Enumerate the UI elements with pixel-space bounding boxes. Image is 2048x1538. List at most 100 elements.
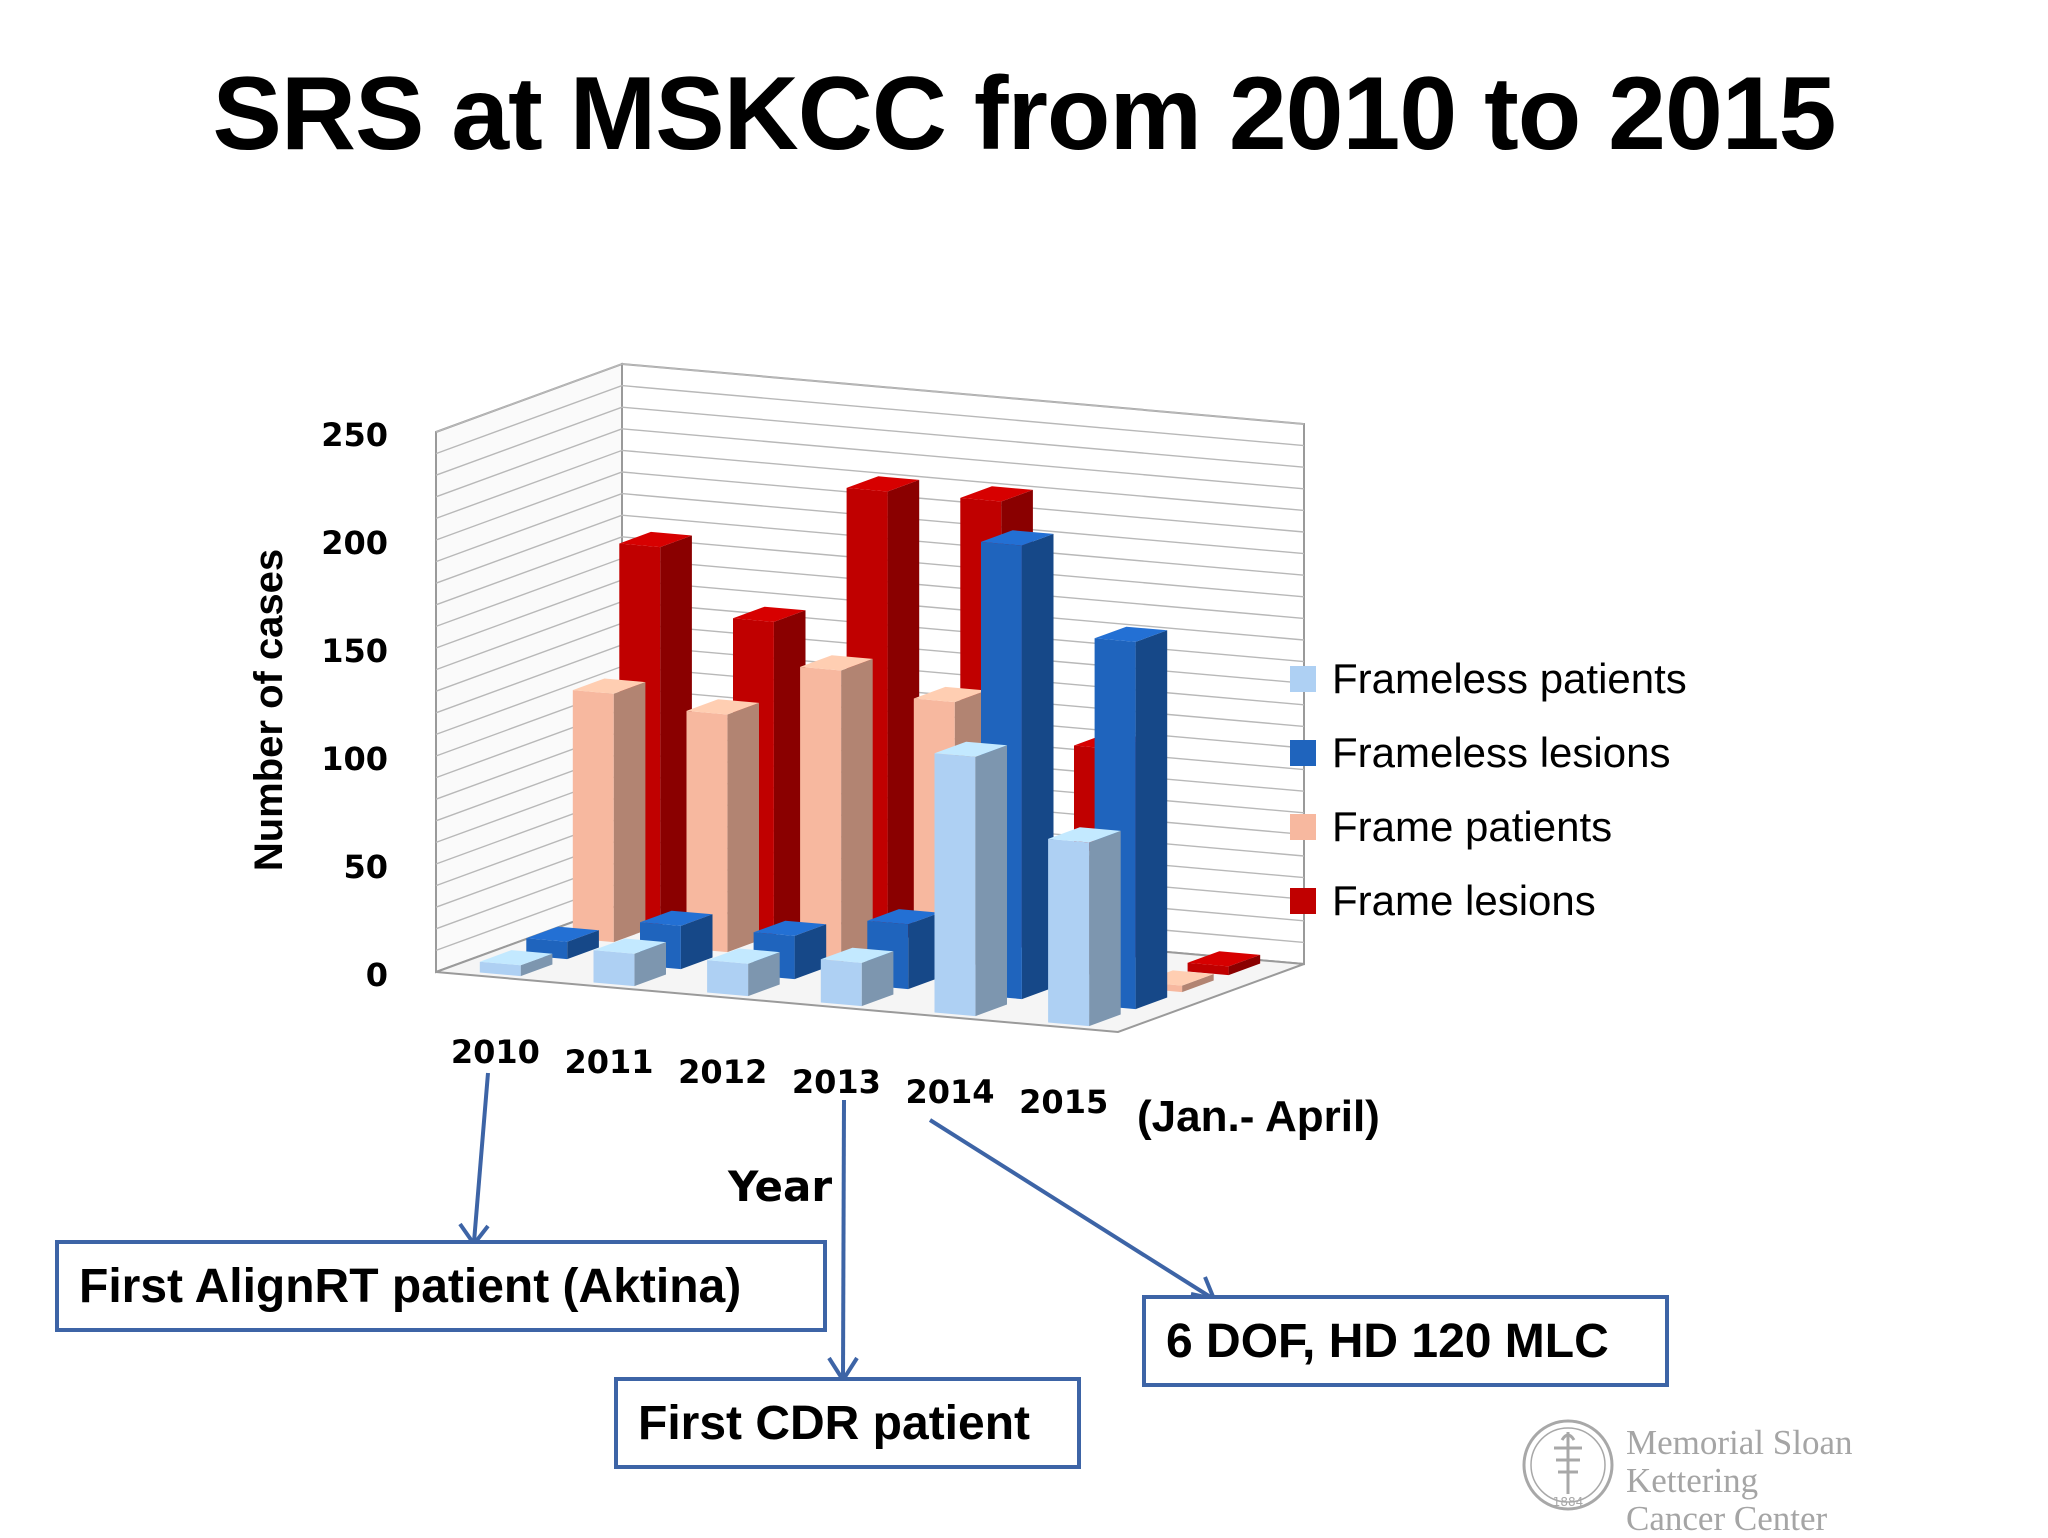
legend-label-frame-lesions: Frame lesions — [1332, 877, 1596, 924]
bar-side — [794, 924, 827, 980]
bar-front — [572, 690, 614, 943]
bar-top — [572, 678, 646, 694]
callout-first-alignrt: First AlignRT patient (Aktina) — [55, 1240, 827, 1332]
bar-top — [846, 476, 920, 492]
bar-side — [773, 610, 806, 936]
bar-top — [820, 947, 894, 963]
bar-top — [934, 741, 1007, 757]
chart-bars — [479, 476, 1261, 1027]
bar-top — [1187, 951, 1261, 967]
y-axis-ticks: 0 50 100 150 200 250 — [321, 416, 388, 994]
legend-swatch-frameless-lesions — [1290, 740, 1316, 766]
slide-title: SRS at MSKCC from 2010 to 2015 — [212, 56, 1837, 172]
logo-text: Memorial Sloan Kettering Cancer Center — [1626, 1424, 1988, 1538]
gridline — [435, 384, 1305, 455]
bar-side — [727, 702, 759, 953]
bar-top — [960, 486, 1033, 502]
legend-swatch-frame-patients — [1290, 814, 1316, 840]
legend-swatch-frameless-patients — [1290, 666, 1316, 692]
seal-year: 1884 — [1553, 1495, 1584, 1509]
bar-side — [1228, 954, 1261, 976]
bar-front — [820, 959, 862, 1007]
bar-front — [1187, 962, 1229, 976]
bar-top — [913, 686, 987, 703]
bar-top — [1094, 626, 1168, 642]
bar-top — [619, 531, 692, 548]
bar-front — [800, 666, 842, 963]
gridline — [435, 536, 1305, 606]
bar-side — [887, 479, 920, 946]
period-note: (Jan.- April) — [1137, 1092, 1380, 1141]
bar-top — [753, 920, 827, 936]
bar-frameless-patients-2012 — [707, 948, 780, 997]
bar-frameless-patients-2014 — [934, 741, 1007, 1017]
bar-frameless-patients-2011 — [593, 938, 666, 987]
bar-side — [1021, 533, 1054, 1000]
y-tick-label: 100 — [321, 740, 388, 778]
bar-frame-patients-2010 — [572, 678, 646, 943]
bar-side — [748, 952, 780, 997]
gridline — [435, 471, 1305, 541]
bar-side — [975, 745, 1007, 1017]
bar-side — [520, 953, 553, 977]
bar-side — [841, 658, 873, 963]
bar-top — [526, 926, 599, 942]
bar-top — [867, 909, 940, 925]
bar-side — [660, 535, 692, 926]
bar-front — [593, 950, 635, 987]
logo-line-2: Cancer Center — [1626, 1499, 1828, 1538]
x-tick-label: 2015 — [1019, 1083, 1108, 1121]
legend-label-frameless-patients: Frameless patients — [1332, 655, 1687, 702]
mskcc-logo: 1884 Memorial Sloan Kettering Cancer Cen… — [1518, 1410, 1988, 1538]
bar-frameless-patients-2013 — [820, 947, 894, 1007]
bar-side — [613, 682, 646, 943]
bar-frame-patients-2012 — [800, 655, 873, 963]
legend-item-frameless-lesions: Frameless lesions — [1290, 716, 1687, 790]
bar-side — [634, 942, 666, 987]
bar-top — [981, 530, 1054, 546]
bar-top — [707, 948, 780, 964]
x-tick-label: 2011 — [565, 1043, 654, 1081]
arrow-2010 — [472, 1072, 490, 1243]
x-tick-label: 2010 — [451, 1033, 540, 1071]
x-tick-label: 2013 — [792, 1063, 881, 1101]
legend-label-frameless-lesions: Frameless lesions — [1332, 729, 1671, 776]
bar-frame-lesions-2015 — [1187, 951, 1261, 976]
callout-first-cdr: First CDR patient — [614, 1377, 1081, 1469]
bar-frame-patients-2011 — [686, 699, 759, 953]
bar-side — [1135, 630, 1168, 1010]
y-tick-label: 150 — [321, 632, 388, 670]
bar-front — [686, 710, 728, 953]
bar-frameless-patients-2010 — [479, 950, 553, 977]
bar-top — [800, 655, 873, 671]
y-tick-label: 0 — [366, 956, 388, 994]
gridline — [435, 492, 1305, 563]
bar-top — [640, 910, 713, 926]
gridline — [435, 406, 1305, 476]
gridline — [435, 363, 1305, 433]
arrow-2013 — [841, 1099, 846, 1379]
legend-item-frame-lesions: Frame lesions — [1290, 864, 1687, 938]
y-tick-label: 200 — [321, 524, 388, 562]
gridline — [435, 449, 1305, 520]
bar-side — [908, 912, 940, 990]
bar-top — [733, 606, 806, 622]
chart-legend: Frameless patients Frameless lesions Fra… — [1290, 642, 1687, 938]
arrow-2014 — [928, 1118, 1214, 1300]
legend-label-frame-patients: Frame patients — [1332, 803, 1613, 850]
y-tick-label: 50 — [343, 848, 388, 886]
bar-top — [686, 699, 759, 715]
bar-side — [1089, 830, 1121, 1027]
bar-frameless-patients-2015 — [1048, 827, 1121, 1027]
bar-side — [680, 914, 713, 970]
legend-swatch-frame-lesions — [1290, 888, 1316, 914]
bar-front — [1048, 838, 1090, 1027]
callout-6dof-mlc: 6 DOF, HD 120 MLC — [1142, 1295, 1669, 1387]
logo-line-1: Memorial Sloan Kettering — [1626, 1423, 1853, 1500]
x-tick-label: 2012 — [678, 1053, 767, 1091]
gridline — [435, 428, 1305, 498]
bar-front — [707, 960, 749, 997]
mskcc-seal-icon: 1884 — [1522, 1419, 1614, 1511]
x-tick-label: 2014 — [906, 1073, 995, 1111]
